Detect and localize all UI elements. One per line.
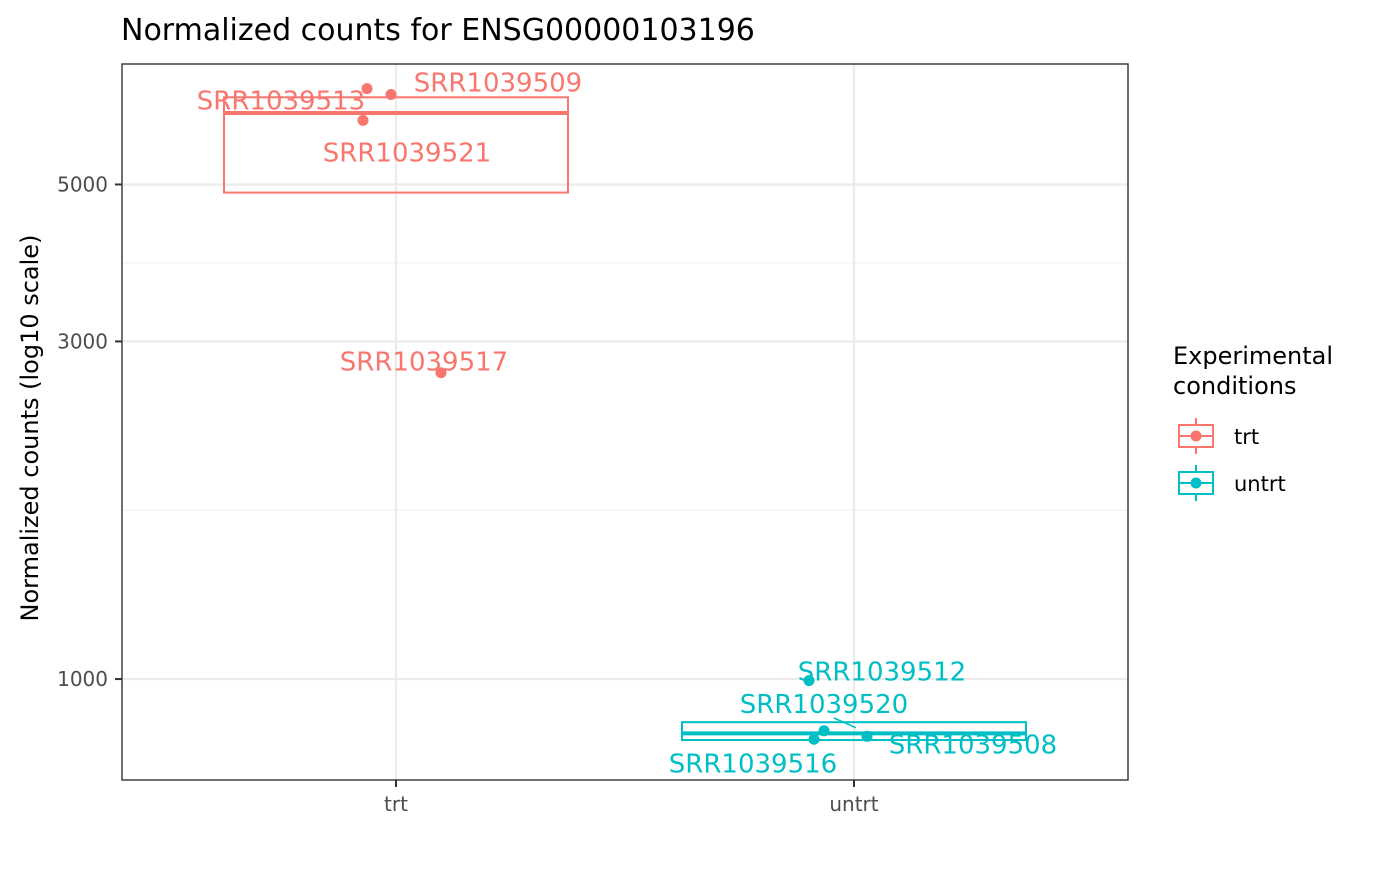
legend-entry-untrt: untrt — [1178, 465, 1286, 501]
y-tick-label: 1000 — [57, 667, 108, 691]
y-axis-label: Normalized counts (log10 scale) — [16, 235, 44, 622]
legend-title-line-1: Experimental — [1173, 342, 1333, 370]
point-labels: SRR1039509 SRR1039513 SRR1039521 SRR1039517… — [197, 69, 1057, 780]
legend-entry-label: untrt — [1234, 472, 1286, 496]
point-label: SRR1039509 — [414, 69, 582, 99]
x-axis: trt untrt — [384, 780, 879, 816]
label-connector — [833, 717, 857, 729]
data-point — [808, 733, 820, 745]
boxplots — [223, 96, 1027, 742]
x-tick-label: untrt — [829, 792, 878, 816]
point-label: SRR1039520 — [740, 690, 908, 720]
grid-lines — [122, 64, 1128, 780]
box-body — [681, 721, 1027, 742]
box-body — [223, 96, 569, 194]
legend-entries: trt untrt — [1178, 418, 1286, 501]
legend-entry-trt: trt — [1178, 418, 1259, 454]
y-tick-label: 5000 — [57, 172, 108, 196]
data-point — [435, 367, 447, 379]
data-points — [357, 83, 873, 745]
legend-key-point — [1190, 430, 1202, 442]
point-label: SRR1039508 — [889, 730, 1057, 760]
point-label: SRR1039512 — [798, 658, 966, 688]
data-point — [385, 89, 397, 101]
box-untrt — [681, 721, 1027, 742]
data-point — [361, 83, 373, 95]
point-label: SRR1039516 — [669, 749, 837, 779]
data-point — [818, 725, 830, 737]
data-point — [861, 730, 873, 742]
legend-entry-label: trt — [1234, 425, 1259, 449]
data-point — [803, 675, 815, 687]
point-label: SRR1039521 — [323, 138, 491, 168]
label-connectors — [833, 717, 857, 729]
data-point — [357, 114, 369, 126]
plot-panel-border — [121, 63, 1129, 781]
point-label: SRR1039517 — [340, 348, 508, 378]
x-tick-label: trt — [384, 792, 408, 816]
y-tick-label: 3000 — [57, 329, 108, 353]
legend-key-point — [1190, 477, 1202, 489]
legend-title-line-2: conditions — [1173, 372, 1296, 400]
chart-title: Normalized counts for ENSG00000103196 — [121, 13, 755, 48]
legend: Experimental conditions trt untrt — [1173, 342, 1333, 501]
box-trt — [223, 96, 569, 194]
y-axis: 1000 3000 5000 — [57, 172, 122, 691]
point-label: SRR1039513 — [197, 87, 365, 117]
